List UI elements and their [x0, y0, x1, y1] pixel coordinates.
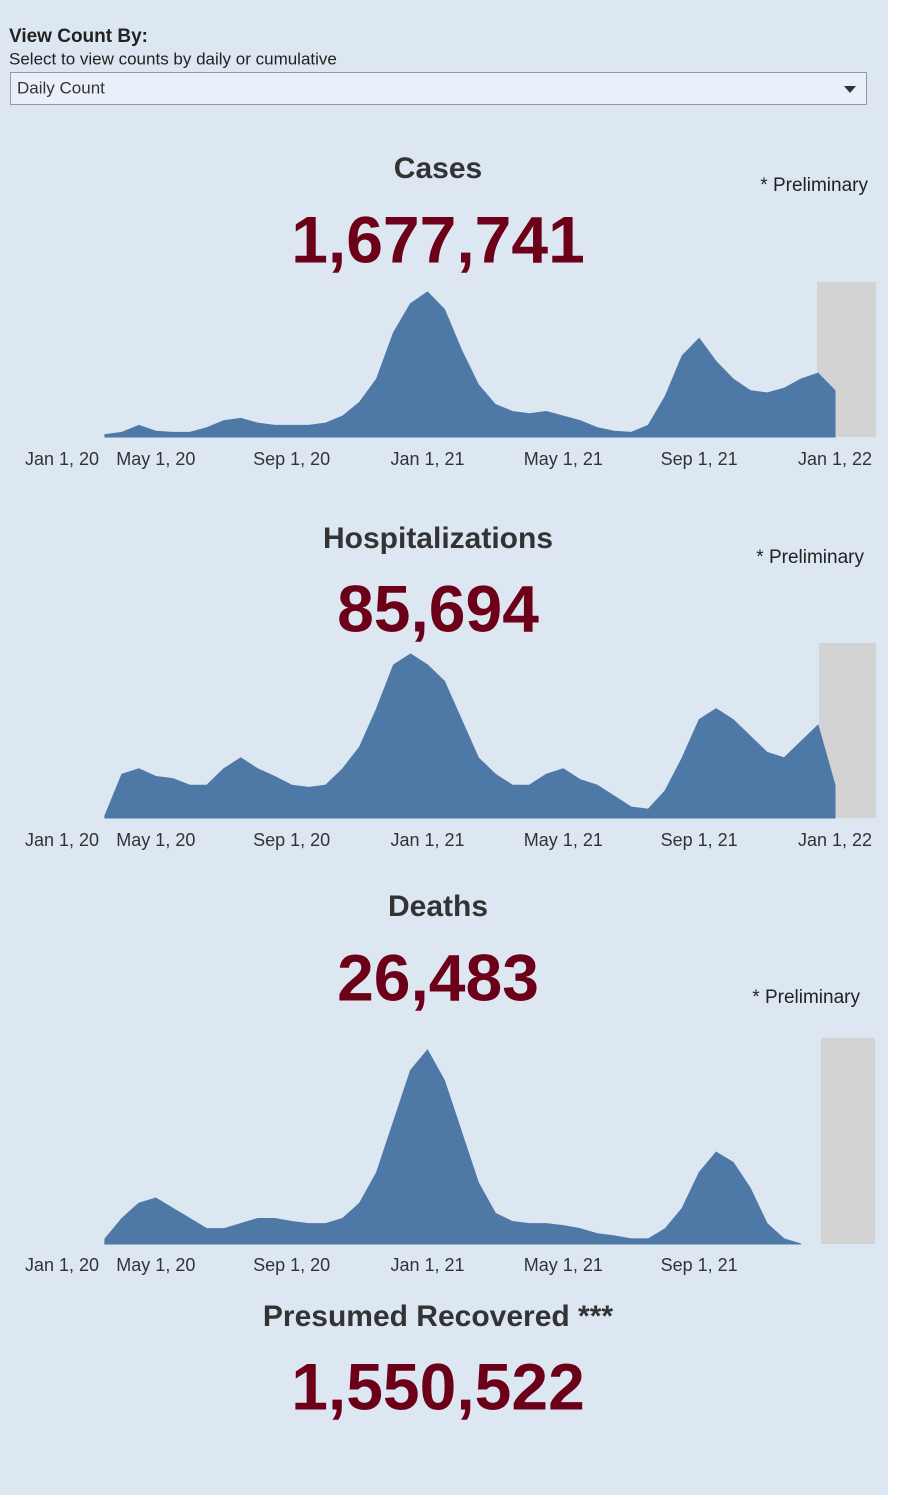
- x-tick-label: May 1, 21: [524, 449, 603, 469]
- x-tick-label: Jan 1, 20: [25, 830, 99, 850]
- x-tick-label: Jan 1, 22: [798, 830, 872, 850]
- x-tick-label: Sep 1, 21: [661, 830, 738, 850]
- x-tick-label: Jan 1, 20: [25, 1255, 99, 1275]
- recovered-title: Presumed Recovered ***: [263, 1300, 613, 1333]
- filter-label: View Count By:: [9, 26, 148, 47]
- x-tick-label: Sep 1, 20: [253, 449, 330, 469]
- x-tick-label: May 1, 20: [116, 830, 195, 850]
- x-tick-label: Sep 1, 21: [661, 449, 738, 469]
- chart-title: Cases: [394, 152, 482, 185]
- x-tick-label: Jan 1, 20: [25, 449, 99, 469]
- dropdown[interactable]: Daily Count: [10, 72, 867, 105]
- x-tick-label: May 1, 21: [524, 1255, 603, 1275]
- dropdown-box[interactable]: [10, 72, 867, 105]
- x-tick-label: Jan 1, 21: [390, 830, 464, 850]
- x-tick-label: May 1, 20: [116, 1255, 195, 1275]
- x-tick-label: Jan 1, 21: [390, 1255, 464, 1275]
- chart-total: 1,677,741: [291, 202, 585, 276]
- preliminary-note: * Preliminary: [752, 987, 860, 1008]
- preliminary-region: [821, 1038, 875, 1244]
- area: [104, 291, 836, 438]
- recovered-total: 1,550,522: [291, 1349, 585, 1423]
- dropdown-value[interactable]: Daily Count: [17, 78, 105, 97]
- x-tick-label: Jan 1, 21: [390, 449, 464, 469]
- area: [104, 653, 836, 819]
- x-tick-label: Sep 1, 20: [253, 830, 330, 850]
- chart-total: 85,694: [337, 571, 539, 645]
- preliminary-note: * Preliminary: [760, 175, 868, 196]
- x-tick-label: Sep 1, 20: [253, 1255, 330, 1275]
- x-tick-label: May 1, 21: [524, 830, 603, 850]
- chart-title: Deaths: [388, 890, 488, 923]
- dropdown-arrow[interactable]: [844, 86, 856, 93]
- x-tick-label: Jan 1, 22: [798, 449, 872, 469]
- x-tick-label: Sep 1, 21: [661, 1255, 738, 1275]
- preliminary-note: * Preliminary: [756, 547, 864, 568]
- chart-title: Hospitalizations: [323, 522, 553, 555]
- chart-total: 26,483: [337, 940, 539, 1014]
- area: [104, 1049, 802, 1245]
- x-tick-label: May 1, 20: [116, 449, 195, 469]
- filter-hint: Select to view counts by daily or cumula…: [9, 49, 337, 68]
